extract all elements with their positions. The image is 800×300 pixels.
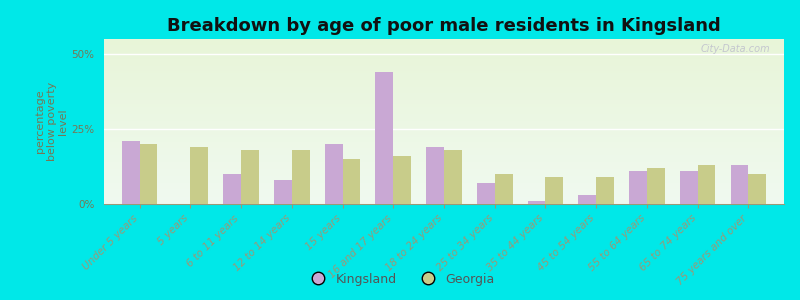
Bar — [190, 147, 208, 204]
Bar — [578, 195, 596, 204]
Bar — [292, 150, 310, 204]
Bar — [139, 144, 158, 204]
Bar — [375, 72, 394, 204]
Bar — [342, 159, 360, 204]
Bar — [528, 201, 546, 204]
Bar — [426, 147, 444, 204]
Bar — [698, 165, 715, 204]
Bar — [122, 141, 139, 204]
Bar — [647, 168, 665, 204]
Y-axis label: percentage
below poverty
level: percentage below poverty level — [35, 82, 68, 161]
Text: City-Data.com: City-Data.com — [701, 44, 770, 54]
Bar — [630, 171, 647, 204]
Bar — [274, 180, 292, 204]
Bar — [730, 165, 749, 204]
Bar — [394, 156, 411, 204]
Bar — [325, 144, 342, 204]
Bar — [596, 177, 614, 204]
Bar — [223, 174, 241, 204]
Bar — [749, 174, 766, 204]
Bar — [241, 150, 258, 204]
Bar — [546, 177, 563, 204]
Bar — [680, 171, 698, 204]
Legend: Kingsland, Georgia: Kingsland, Georgia — [301, 268, 499, 291]
Bar — [444, 150, 462, 204]
Bar — [494, 174, 513, 204]
Title: Breakdown by age of poor male residents in Kingsland: Breakdown by age of poor male residents … — [167, 17, 721, 35]
Bar — [477, 183, 494, 204]
